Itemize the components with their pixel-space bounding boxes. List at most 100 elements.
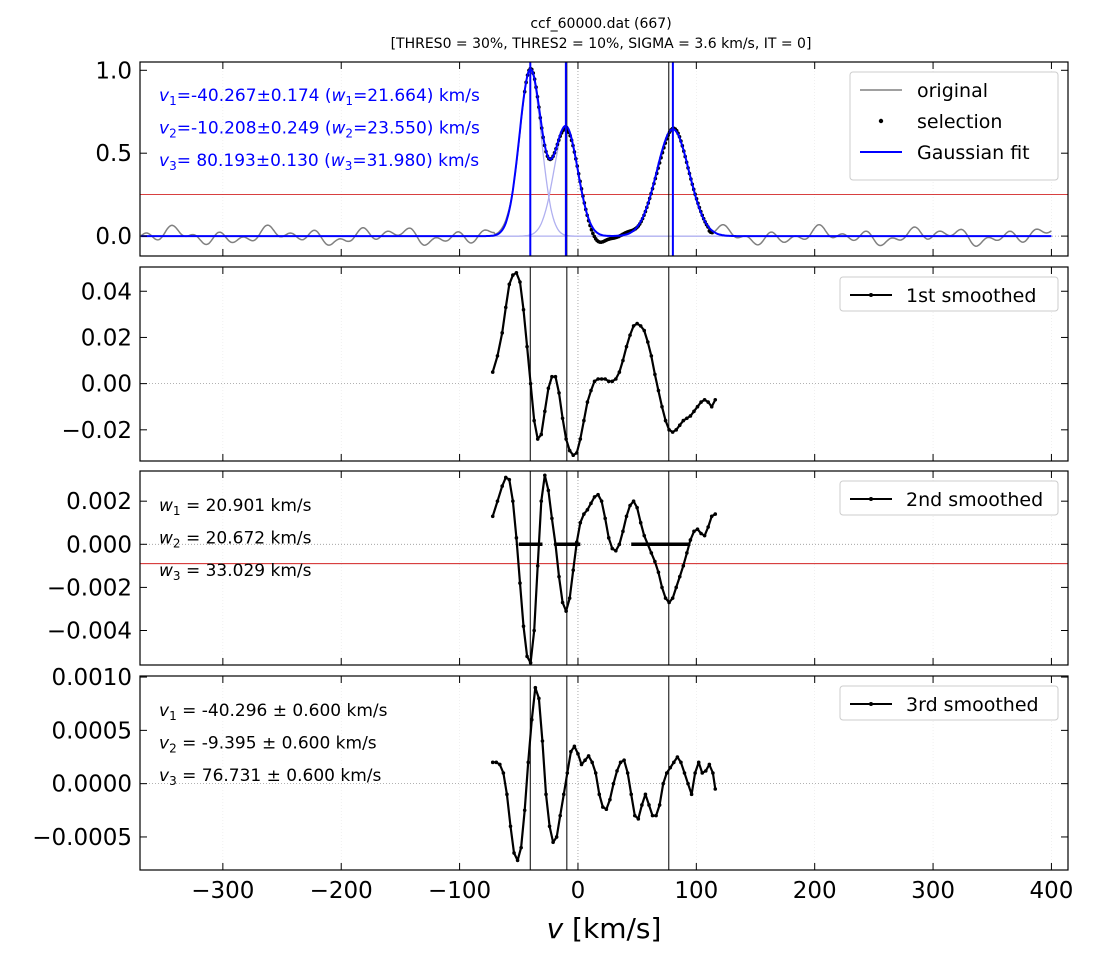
derivative-point	[681, 564, 686, 568]
derivative-point	[700, 771, 705, 775]
derivative-point	[682, 771, 687, 775]
derivative-point	[660, 585, 664, 590]
derivative-point	[625, 771, 630, 775]
x-tick-label: 300	[911, 878, 955, 904]
legend-label-3rd-smoothed: 3rd smoothed	[906, 694, 1039, 716]
derivative-point	[553, 542, 558, 547]
derivative-point	[535, 564, 540, 568]
x-axis-label: v [km/s]	[547, 912, 662, 945]
derivative-point	[543, 473, 547, 478]
legend-box	[839, 276, 1059, 312]
derivative-point	[603, 516, 607, 521]
derivative-point	[511, 499, 515, 503]
axes-frame	[139, 470, 1069, 666]
derivative-point	[628, 333, 632, 337]
derivative-point	[707, 762, 712, 767]
derivative-point	[528, 661, 533, 665]
derivative-point	[663, 418, 668, 423]
derivative-point	[706, 400, 710, 404]
derivative-point	[554, 835, 559, 839]
derivative-point	[653, 372, 657, 377]
derivative-point	[507, 477, 512, 482]
derivative-point	[645, 542, 650, 547]
derivative-point	[601, 805, 605, 809]
smoothed-derivative-line	[492, 686, 717, 862]
legend-swatch-marker	[869, 497, 873, 501]
derivative-point	[550, 516, 554, 521]
derivative-point	[514, 270, 519, 275]
axes-frame	[139, 266, 1069, 462]
derivative-point	[518, 280, 522, 284]
y-tick-label: 0.04	[81, 279, 132, 305]
derivative-point	[695, 527, 700, 531]
derivative-point	[638, 324, 643, 328]
derivative-point	[596, 492, 600, 497]
derivative-point	[685, 416, 689, 421]
y-tick-label: 0.002	[66, 489, 132, 515]
derivative-point	[560, 416, 565, 421]
annotation-line-1: v1=-40.267±0.174 (w1=21.664) km/s	[159, 86, 480, 108]
derivative-point	[512, 851, 516, 855]
axes-frame	[139, 675, 1069, 871]
derivative-point	[518, 581, 522, 585]
annotation-line-3: v3= 80.193±0.130 (w3=31.980) km/s	[159, 151, 479, 173]
derivative-point	[635, 321, 639, 326]
derivative-point	[675, 755, 680, 759]
derivative-point	[638, 520, 643, 525]
y-tick-label: 1.0	[95, 58, 132, 84]
derivative-point	[495, 354, 500, 358]
derivative-point	[529, 717, 534, 722]
derivative-point	[681, 418, 686, 423]
figure-title-line1: ccf_60000.dat (667)	[530, 16, 671, 32]
derivative-point	[589, 501, 593, 506]
derivative-point	[571, 568, 576, 572]
derivative-point	[533, 685, 538, 690]
x-tick-label: 0	[571, 878, 586, 904]
plot-area	[140, 62, 1068, 256]
derivative-point	[532, 418, 536, 423]
derivative-point	[663, 596, 668, 600]
derivative-point	[574, 451, 579, 455]
derivative-point	[713, 787, 718, 791]
derivative-point	[561, 792, 566, 797]
derivative-point	[597, 792, 602, 797]
derivative-point	[515, 858, 520, 863]
derivative-point	[569, 749, 573, 754]
derivative-point	[503, 305, 508, 310]
derivative-point	[621, 529, 625, 534]
panel-ccf: 0.0 0.5 1.0 v1=-40.267±0.174 (w1=21.664) km…	[95, 58, 1069, 257]
derivative-point	[606, 379, 611, 384]
y-tick-label: 0.00	[81, 372, 132, 398]
derivative-point	[657, 803, 662, 807]
derivative-point	[642, 533, 647, 538]
derivative-point	[656, 388, 661, 393]
derivative-point	[670, 430, 675, 434]
derivative-point	[654, 813, 658, 818]
derivative-point	[699, 400, 703, 404]
legend-box	[839, 480, 1059, 516]
derivative-point	[674, 428, 679, 432]
derivative-point	[501, 771, 506, 775]
derivative-point	[650, 813, 655, 818]
derivative-point	[599, 377, 604, 381]
derivative-point	[642, 328, 647, 333]
derivative-point	[522, 808, 527, 813]
derivative-point	[567, 596, 572, 600]
derivative-point	[557, 574, 561, 579]
derivative-point	[582, 512, 586, 516]
derivative-point	[571, 453, 576, 458]
derivative-point	[557, 391, 561, 395]
x-tick-label: −200	[310, 878, 373, 904]
derivative-point	[632, 813, 637, 818]
derivative-point	[540, 739, 545, 743]
legend: 1st smoothed	[839, 276, 1059, 312]
derivative-point	[622, 758, 626, 763]
legend-box	[839, 685, 1059, 721]
derivative-point	[494, 760, 499, 765]
derivative-point	[508, 824, 513, 829]
x-tick-label: 400	[1029, 878, 1073, 904]
y-tick-label: 0.02	[81, 325, 132, 351]
derivative-point	[702, 397, 707, 402]
derivative-point	[624, 514, 629, 519]
y-tick-label: 0.0005	[52, 718, 132, 744]
